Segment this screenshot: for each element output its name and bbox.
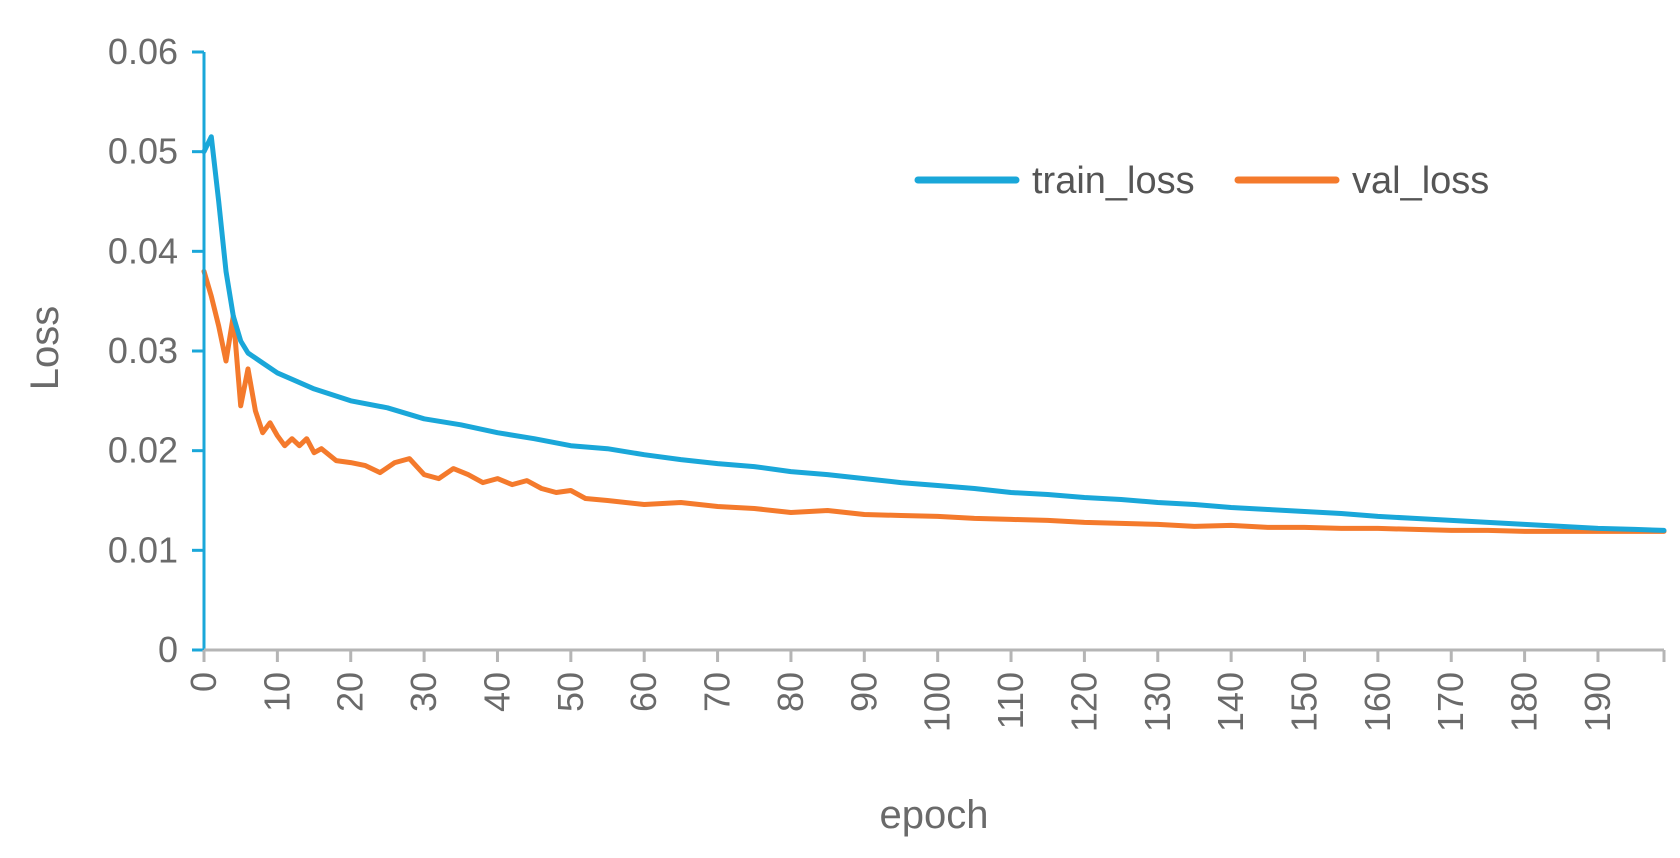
x-tick-label: 170 (1430, 672, 1471, 732)
x-axis: 0 10 20 30 40 50 60 70 80 90 100 110 120 130 140 150 160… (183, 648, 1666, 732)
x-tick-label: 20 (330, 672, 371, 712)
series-layer (201, 134, 1667, 534)
x-tick-label: 190 (1577, 672, 1618, 732)
x-tick-label: 70 (697, 672, 738, 712)
series-line-train-loss (201, 134, 1667, 533)
y-tick-label: 0.02 (108, 430, 178, 471)
x-tick-label: 80 (770, 672, 811, 712)
y-axis: 0 0.01 0.02 0.03 0.04 0.05 0.06 (108, 31, 206, 670)
legend-label-val-loss: val_loss (1352, 160, 1489, 202)
x-axis-title: epoch (880, 793, 989, 837)
x-tick-label: 10 (256, 672, 297, 712)
x-tick-label: 0 (183, 672, 224, 692)
y-tick-label: 0.04 (108, 230, 178, 271)
x-tick-label: 160 (1357, 672, 1398, 732)
x-tick-label: 180 (1504, 672, 1545, 732)
x-tick-label: 100 (917, 672, 958, 732)
series-line-val-loss (201, 268, 1667, 534)
y-axis-title: Loss (23, 306, 67, 391)
x-tick-label: 50 (550, 672, 591, 712)
legend-label-train-loss: train_loss (1032, 160, 1195, 202)
y-tick-label: 0 (158, 629, 178, 670)
x-tick-label: 90 (843, 672, 884, 712)
y-tick-label: 0.05 (108, 131, 178, 172)
y-tick-label: 0.06 (108, 31, 178, 72)
x-tick-label: 40 (476, 672, 517, 712)
x-tick-label: 110 (990, 672, 1031, 729)
x-tick-label: 60 (623, 672, 664, 712)
legend: train_loss val_loss (914, 160, 1489, 202)
x-tick-label: 140 (1210, 672, 1251, 732)
x-tick-label: 120 (1063, 672, 1104, 732)
x-tick-label: 30 (403, 672, 444, 712)
x-tick-label: 150 (1284, 672, 1325, 732)
x-tick-label: 130 (1137, 672, 1178, 732)
y-tick-label: 0.01 (108, 529, 178, 570)
y-tick-label: 0.03 (108, 330, 178, 371)
